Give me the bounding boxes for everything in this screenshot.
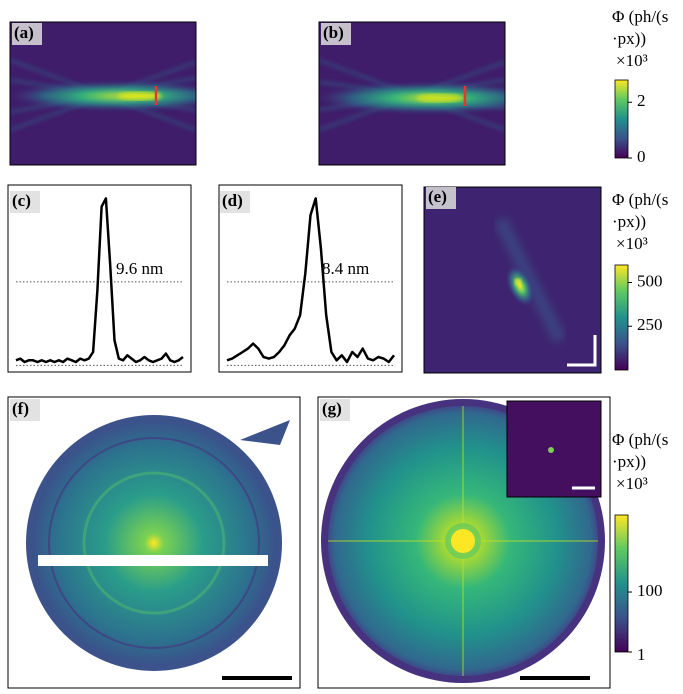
colorbar-tick-label: 250 — [637, 315, 663, 334]
panel-label: (e) — [428, 187, 447, 206]
panel-label: (c) — [12, 191, 31, 210]
spot-core — [515, 279, 521, 285]
panel-label: (b) — [323, 23, 344, 42]
colorbar-tick-label: 100 — [637, 581, 663, 600]
colorbar-title: Φ (ph/(s — [612, 7, 668, 26]
colorbar-tick-label: 2 — [637, 91, 646, 110]
colorbar — [615, 80, 628, 158]
annotation: 8.4 nm — [322, 259, 369, 278]
colorbar-tick-label: 1 — [637, 645, 646, 664]
scale-bar — [579, 144, 599, 156]
colorbar-title: ·px)) — [612, 212, 646, 231]
colorbar-multiplier: ×10³ — [616, 51, 648, 70]
central-spot — [451, 529, 475, 553]
image-b — [318, 22, 599, 165]
figure: (a) (b) (c) (d) (e) (f) (g) 9.6 nm 8.4 nm Φ (ph/(… — [0, 0, 683, 689]
profile-line — [227, 198, 394, 362]
panel-label: (a) — [14, 23, 34, 42]
colorbar-multiplier: ×10³ — [616, 474, 648, 493]
colorbar-tick-label: 0 — [637, 147, 646, 166]
profile-line — [16, 198, 183, 362]
colorbar — [615, 265, 628, 370]
colorbar-title: ·px)) — [612, 452, 646, 471]
scale-bar — [270, 144, 290, 156]
plot-frame — [8, 185, 191, 372]
colorbar-multiplier: ×10³ — [616, 234, 648, 253]
panel-label: (d) — [222, 191, 243, 210]
colorbar-title: ·px)) — [612, 29, 646, 48]
inset-spot — [548, 447, 554, 453]
panel-label: (g) — [322, 399, 342, 418]
colorbar-title: Φ (ph/(s — [612, 430, 668, 449]
image-a — [10, 22, 290, 165]
annotation: 9.6 nm — [116, 259, 163, 278]
diffraction — [32, 421, 276, 665]
beamstop-gap — [38, 555, 268, 566]
beam-focus — [416, 94, 464, 102]
panel-label: (f) — [12, 399, 29, 418]
inset — [507, 401, 601, 497]
colorbar — [615, 515, 628, 652]
colorbar-tick-label: 500 — [637, 271, 663, 290]
colorbar-title: Φ (ph/(s — [612, 190, 668, 209]
